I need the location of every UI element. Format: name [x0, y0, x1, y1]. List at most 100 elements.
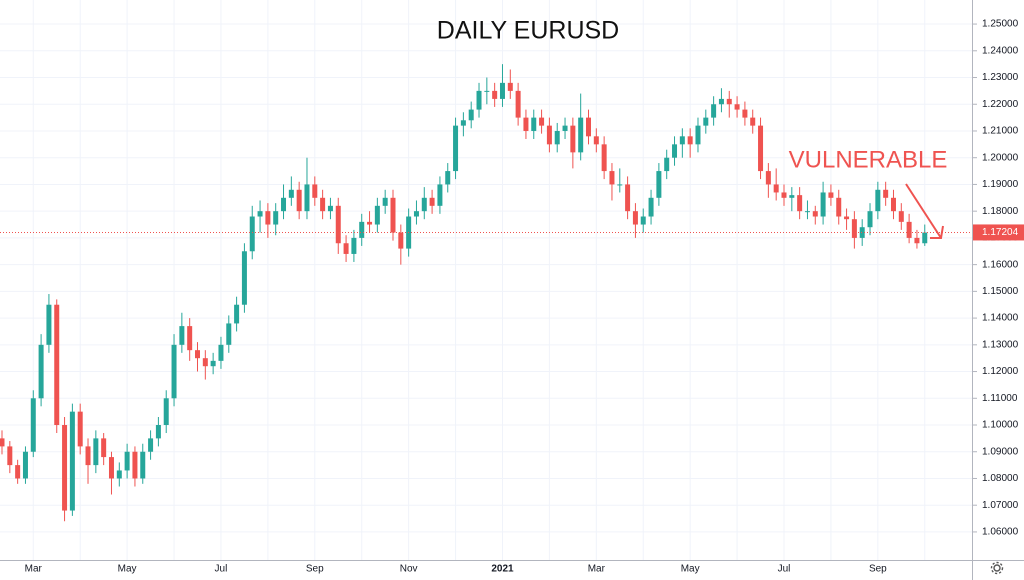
candle-body [453, 125, 459, 172]
candle-body [539, 117, 545, 126]
candle-body [711, 104, 717, 118]
candle-body [875, 189, 881, 212]
candle-body [804, 211, 810, 213]
candle-body [750, 117, 756, 126]
candle-body [195, 350, 200, 359]
candle-body [367, 221, 373, 225]
candle-body [460, 120, 466, 126]
candle-body [234, 304, 240, 324]
candle-body [30, 398, 36, 452]
candle-body [476, 90, 482, 110]
candle-body [171, 344, 177, 399]
candle-body [312, 184, 318, 198]
candle-body [726, 98, 732, 105]
candle-body [38, 344, 44, 399]
candle-body [515, 90, 521, 118]
last-price-tag [973, 224, 1024, 241]
candle-body [781, 192, 787, 198]
candle-body [124, 451, 130, 471]
candle-body [15, 465, 21, 479]
candle-body [7, 446, 13, 466]
candle-body [390, 197, 396, 233]
y-tick-label: 1.08000 [982, 473, 1019, 484]
candle-body [281, 197, 287, 212]
candle-body [570, 125, 576, 153]
candle-body [914, 237, 920, 244]
candle-body [265, 211, 271, 225]
y-tick-label: 1.24000 [982, 45, 1019, 56]
candle-body [679, 136, 685, 145]
candle-body [844, 216, 850, 220]
settings-icon[interactable] [990, 561, 1004, 575]
y-tick-label: 1.15000 [982, 286, 1019, 297]
candle-body [374, 205, 380, 225]
candle-body [507, 82, 513, 91]
candle-body [554, 130, 560, 145]
last-price-label: 1.17204 [982, 227, 1019, 238]
candle-body [429, 197, 435, 206]
candle-body [499, 82, 505, 99]
candle-body [257, 211, 263, 217]
y-tick-label: 1.07000 [982, 500, 1019, 511]
x-tick-label: May [681, 564, 700, 575]
candle-body [93, 438, 99, 466]
candle-body [359, 221, 365, 238]
candle-body [46, 304, 52, 345]
candle-body [140, 451, 146, 479]
candle-body [851, 219, 857, 238]
candle-body [148, 438, 154, 452]
candle-body [0, 438, 5, 447]
y-tick-label: 1.12000 [982, 366, 1019, 377]
candle-body [617, 184, 623, 186]
candle-body [484, 90, 490, 92]
candle-body [672, 144, 678, 158]
x-tick-label: Sep [869, 564, 887, 575]
candle-body [898, 211, 904, 222]
x-tick-label: Jul [778, 564, 791, 575]
candle-body [101, 438, 107, 458]
candle-body [656, 171, 662, 198]
candle-body [351, 237, 357, 254]
candle-body [593, 136, 599, 145]
candle-body [773, 184, 779, 193]
y-tick-label: 1.16000 [982, 259, 1019, 270]
candle-body [320, 197, 326, 212]
candle-body [812, 211, 818, 217]
candle-body [828, 192, 834, 198]
x-tick-label: Mar [588, 564, 606, 575]
candle-body [69, 411, 75, 511]
candle-body [531, 117, 537, 131]
candle-body [187, 326, 193, 351]
y-tick-label: 1.06000 [982, 527, 1019, 538]
candle-body [836, 197, 842, 217]
candle-body [421, 197, 427, 212]
candle-body [601, 144, 607, 172]
candle-body [867, 211, 873, 228]
candle-body [742, 109, 748, 118]
candle-body [22, 451, 28, 479]
candle-body [703, 117, 709, 126]
candle-body [398, 232, 404, 249]
candle-body [77, 411, 83, 447]
candle-body [609, 171, 615, 185]
candle-body [820, 192, 826, 217]
y-tick-label: 1.09000 [982, 446, 1019, 457]
candle-body [108, 457, 114, 479]
candle-body [288, 189, 294, 198]
candle-body [625, 184, 631, 212]
candle-body [562, 125, 568, 131]
candle-body [546, 125, 552, 145]
x-tick-label: Nov [400, 564, 418, 575]
candle-body [179, 326, 185, 345]
y-tick-label: 1.20000 [982, 152, 1019, 163]
candle-body [210, 360, 216, 367]
candle-body [640, 216, 646, 225]
candle-body [437, 184, 443, 206]
candle-body [664, 157, 670, 172]
y-tick-label: 1.13000 [982, 339, 1019, 350]
x-tick-label: May [118, 564, 137, 575]
candle-body [922, 232, 928, 244]
candle-body [343, 243, 349, 254]
candle-body [296, 189, 302, 212]
